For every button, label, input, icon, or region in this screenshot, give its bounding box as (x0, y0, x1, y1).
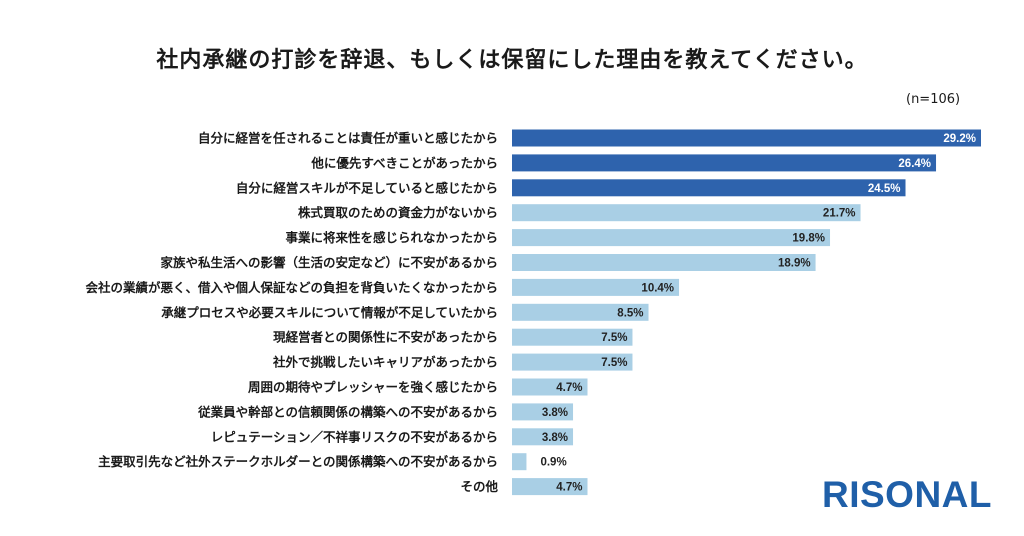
sample-size-note: (n=106) (906, 92, 961, 107)
value-label: 29.2% (943, 133, 976, 145)
value-label: 4.7% (556, 382, 582, 394)
bar (512, 278, 680, 296)
category-label: 現経営者との関係性に不安があったから (273, 330, 498, 345)
bar (512, 378, 588, 396)
value-label: 10.4% (641, 282, 674, 294)
category-label: 周囲の期待やプレッシャーを強く感じたから (248, 380, 498, 395)
category-label: 自分に経営スキルが不足していると感じたから (236, 180, 498, 195)
value-label: 18.9% (778, 258, 811, 270)
value-label: 26.4% (898, 158, 931, 170)
bar (512, 129, 981, 147)
risonal-logo: RISONAL (822, 474, 992, 515)
bar (512, 453, 527, 471)
value-label: 3.8% (542, 432, 568, 444)
bar (512, 353, 633, 371)
bar (512, 478, 588, 496)
category-label: 従業員や幹部との信頼関係の構築への不安があるから (197, 404, 498, 419)
value-label: 7.5% (601, 332, 627, 344)
value-label: 19.8% (792, 233, 825, 245)
category-label: 自分に経営を任されることは責任が重いと感じたから (198, 131, 498, 146)
category-label: 他に優先すべきことがあったから (310, 155, 498, 170)
bar (512, 204, 861, 222)
value-label: 8.5% (617, 307, 643, 319)
category-label: 株式買取のための資金力がないから (298, 205, 498, 220)
category-label: 会社の業績が悪く、借入や個人保証などの負担を背負いたくなかったから (85, 280, 498, 295)
bar (512, 154, 937, 172)
value-label: 7.5% (601, 357, 627, 369)
bar (512, 254, 816, 271)
category-label: レピュテーション／不祥事リスクの不安があるから (211, 429, 498, 444)
category-label: 主要取引先など社外ステークホルダーとの関係構築への不安があるから (98, 454, 498, 469)
chart-title: 社内承継の打診を辞退、もしくは保留にした理由を教えてください。 (156, 48, 868, 73)
value-label: 0.9% (540, 457, 566, 469)
bar (512, 328, 633, 346)
value-label: 3.8% (542, 407, 568, 419)
bar (512, 428, 574, 446)
category-label: 事業に将来性を感じられなかったから (285, 230, 498, 245)
bar (512, 229, 831, 247)
bar (512, 403, 574, 421)
category-label: その他 (460, 479, 498, 494)
bar (512, 303, 649, 321)
value-label: 21.7% (823, 208, 856, 220)
category-label: 承継プロセスや必要スキルについて情報が不足していたから (161, 305, 498, 320)
value-label: 24.5% (868, 183, 901, 195)
bar (512, 179, 906, 197)
category-label: 社外で挑戦したいキャリアがあったから (272, 355, 498, 370)
category-label: 家族や私生活への影響（生活の安定など）に不安があるから (160, 255, 498, 270)
value-label: 4.7% (556, 482, 582, 494)
